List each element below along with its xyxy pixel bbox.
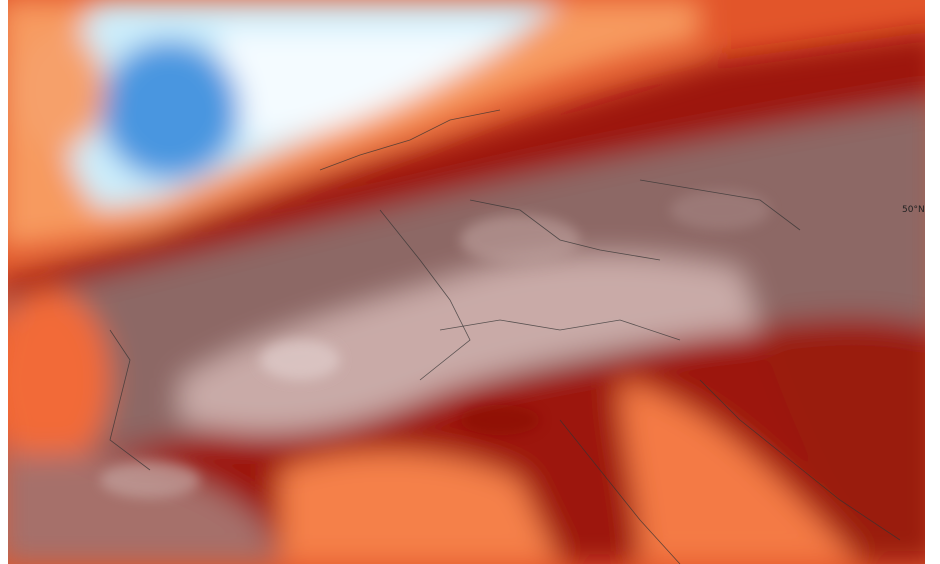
latitude-label: 50°N xyxy=(902,205,925,215)
detail-field xyxy=(100,190,770,498)
borders xyxy=(109,109,901,564)
